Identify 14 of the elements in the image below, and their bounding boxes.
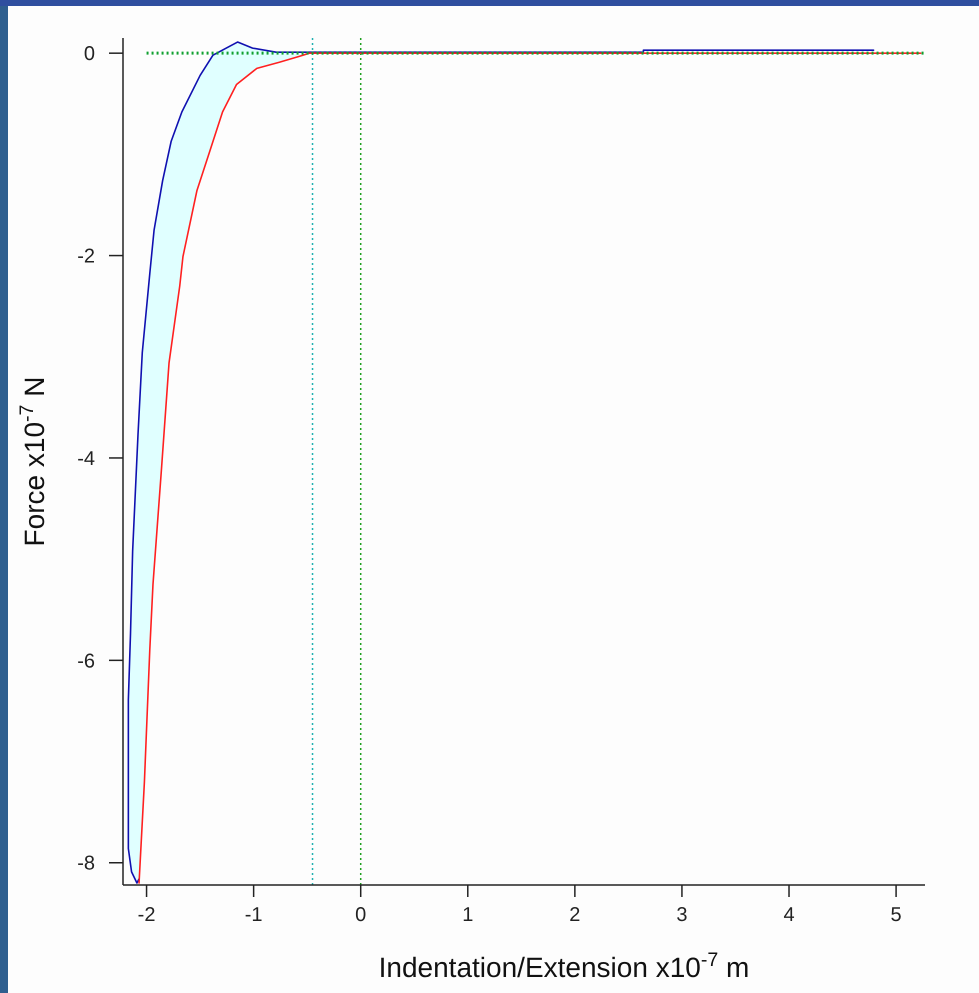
x-tick-label: 4: [783, 904, 795, 926]
y-tick-label: 0: [84, 43, 95, 66]
x-tick-label: 2: [569, 904, 580, 926]
y-tick-label: -6: [77, 650, 95, 672]
y-tick-label: -8: [77, 852, 95, 875]
x-tick-label: -1: [244, 904, 263, 926]
x-axis-title: Indentation/Extension x10$^{-7}$ m: [378, 949, 750, 983]
x-tick-label: 5: [890, 904, 902, 926]
x-tick-label: 0: [355, 904, 366, 926]
x-tick-label: 3: [676, 904, 688, 926]
y-tick-label: -2: [77, 246, 95, 268]
y-tick-label: -4: [77, 448, 95, 470]
x-tick-label: 1: [462, 904, 474, 926]
x-tick-label: -2: [138, 904, 156, 926]
